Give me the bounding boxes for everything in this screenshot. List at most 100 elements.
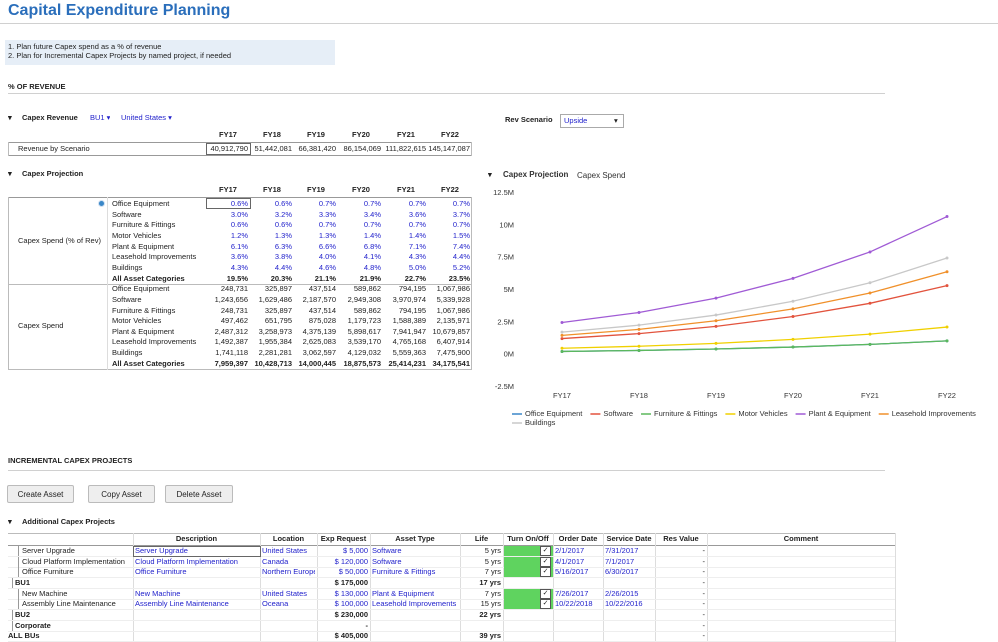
grid-line <box>18 599 19 609</box>
cell: 437,514 <box>294 284 336 294</box>
cell: 7/26/2017 <box>555 589 601 599</box>
cell: 4.3% <box>206 263 248 273</box>
point <box>792 315 795 318</box>
point <box>869 302 872 305</box>
cell: 1,179,723 <box>339 316 381 326</box>
cell: 2,949,308 <box>339 295 381 305</box>
cell: 6.3% <box>250 242 292 252</box>
cell: 86,154,069 <box>339 144 381 154</box>
cell: 10,428,713 <box>250 359 292 369</box>
cell: 3.7% <box>428 210 470 220</box>
toggle-checkbox[interactable]: ✓ <box>540 557 551 567</box>
selected-cell <box>206 143 251 155</box>
cell: 6.8% <box>339 242 381 252</box>
x-tick-label: FY18 <box>630 391 648 400</box>
tree-label: Assembly Line Maintenance <box>22 599 133 609</box>
cell: 0.6% <box>250 220 292 230</box>
grid-line <box>18 567 19 577</box>
legend-label: Plant & Equipment <box>809 409 872 418</box>
cell: 4,129,032 <box>339 348 381 358</box>
y-tick-label: 2.5M <box>497 317 514 326</box>
cell: 3.2% <box>250 210 292 220</box>
cell: 2/26/2015 <box>605 589 653 599</box>
legend-label: Software <box>603 409 633 418</box>
cell: 2,281,281 <box>250 348 292 358</box>
toggle-checkbox[interactable]: ✓ <box>540 567 551 577</box>
cell: 2/1/2017 <box>555 546 601 556</box>
point <box>946 270 949 273</box>
cell: 5 yrs <box>462 546 501 556</box>
y-tick-label: 12.5M <box>493 188 514 197</box>
cell: 2,135,971 <box>428 316 470 326</box>
cell: $ 405,000 <box>319 631 368 641</box>
point <box>715 342 718 345</box>
cell: 1.4% <box>339 231 381 241</box>
grid-line <box>8 577 895 578</box>
point <box>638 332 641 335</box>
x-tick-label: FY21 <box>861 391 879 400</box>
row-label: Motor Vehicles <box>112 316 202 326</box>
radio-dot[interactable] <box>98 200 105 207</box>
point <box>869 281 872 284</box>
point <box>638 349 641 352</box>
cell: 1,588,389 <box>384 316 426 326</box>
cell: 0.6% <box>250 199 292 209</box>
cell: 4.4% <box>428 252 470 262</box>
cell: 23.5% <box>428 274 470 284</box>
action-button[interactable]: Delete Asset <box>165 485 233 503</box>
cell: 325,897 <box>250 284 292 294</box>
point <box>715 348 718 351</box>
cell: 0.7% <box>294 220 336 230</box>
point <box>638 345 641 348</box>
column-header: FY21 <box>384 130 428 140</box>
grid-line <box>18 589 19 599</box>
grid-line <box>895 533 896 642</box>
y-tick-label: 7.5M <box>497 253 514 262</box>
row-label: All Asset Categories <box>112 274 202 284</box>
point <box>792 300 795 303</box>
x-tick-label: FY17 <box>553 391 571 400</box>
column-header: FY20 <box>339 130 383 140</box>
cell: Furniture & Fittings <box>372 567 458 577</box>
x-tick-label: FY19 <box>707 391 725 400</box>
cell: 0.7% <box>339 199 381 209</box>
cell: - <box>657 557 705 567</box>
toggle-checkbox[interactable]: ✓ <box>540 599 551 609</box>
row-label: Furniture & Fittings <box>112 306 202 316</box>
point <box>561 350 564 353</box>
toggle-checkbox[interactable]: ✓ <box>540 589 551 599</box>
cell: 248,731 <box>206 306 248 316</box>
point <box>869 343 872 346</box>
action-button[interactable]: Copy Asset <box>88 485 155 503</box>
series-line <box>562 272 947 336</box>
column-header: FY22 <box>428 185 472 195</box>
cell: United States <box>262 546 315 556</box>
tree-label: New Machine <box>22 589 133 599</box>
cell: 21.1% <box>294 274 336 284</box>
tree-label: Corporate <box>15 621 133 631</box>
cell: 145,147,087 <box>428 144 470 154</box>
grid-line <box>8 142 9 156</box>
point <box>561 331 564 334</box>
cell: - <box>657 631 705 641</box>
cell: - <box>657 621 705 631</box>
cell: 4,375,139 <box>294 327 336 337</box>
grid-line <box>8 609 895 610</box>
tree-label: Office Furniture <box>22 567 133 577</box>
cell: 111,822,615 <box>384 144 426 154</box>
action-button[interactable]: Create Asset <box>7 485 74 503</box>
cell: 34,175,541 <box>428 359 470 369</box>
toggle-checkbox[interactable]: ✓ <box>540 546 551 556</box>
cell: $ 120,000 <box>319 557 368 567</box>
cell: 3.0% <box>206 210 248 220</box>
cell: United States <box>262 589 315 599</box>
tree-label: BU2 <box>15 610 133 620</box>
point <box>946 284 949 287</box>
x-tick-label: FY22 <box>938 391 956 400</box>
column-header: FY22 <box>428 130 472 140</box>
column-header: FY20 <box>339 185 383 195</box>
point <box>792 338 795 341</box>
cell: 5.2% <box>428 263 470 273</box>
cell: 0.7% <box>384 199 426 209</box>
cell: 1.5% <box>428 231 470 241</box>
